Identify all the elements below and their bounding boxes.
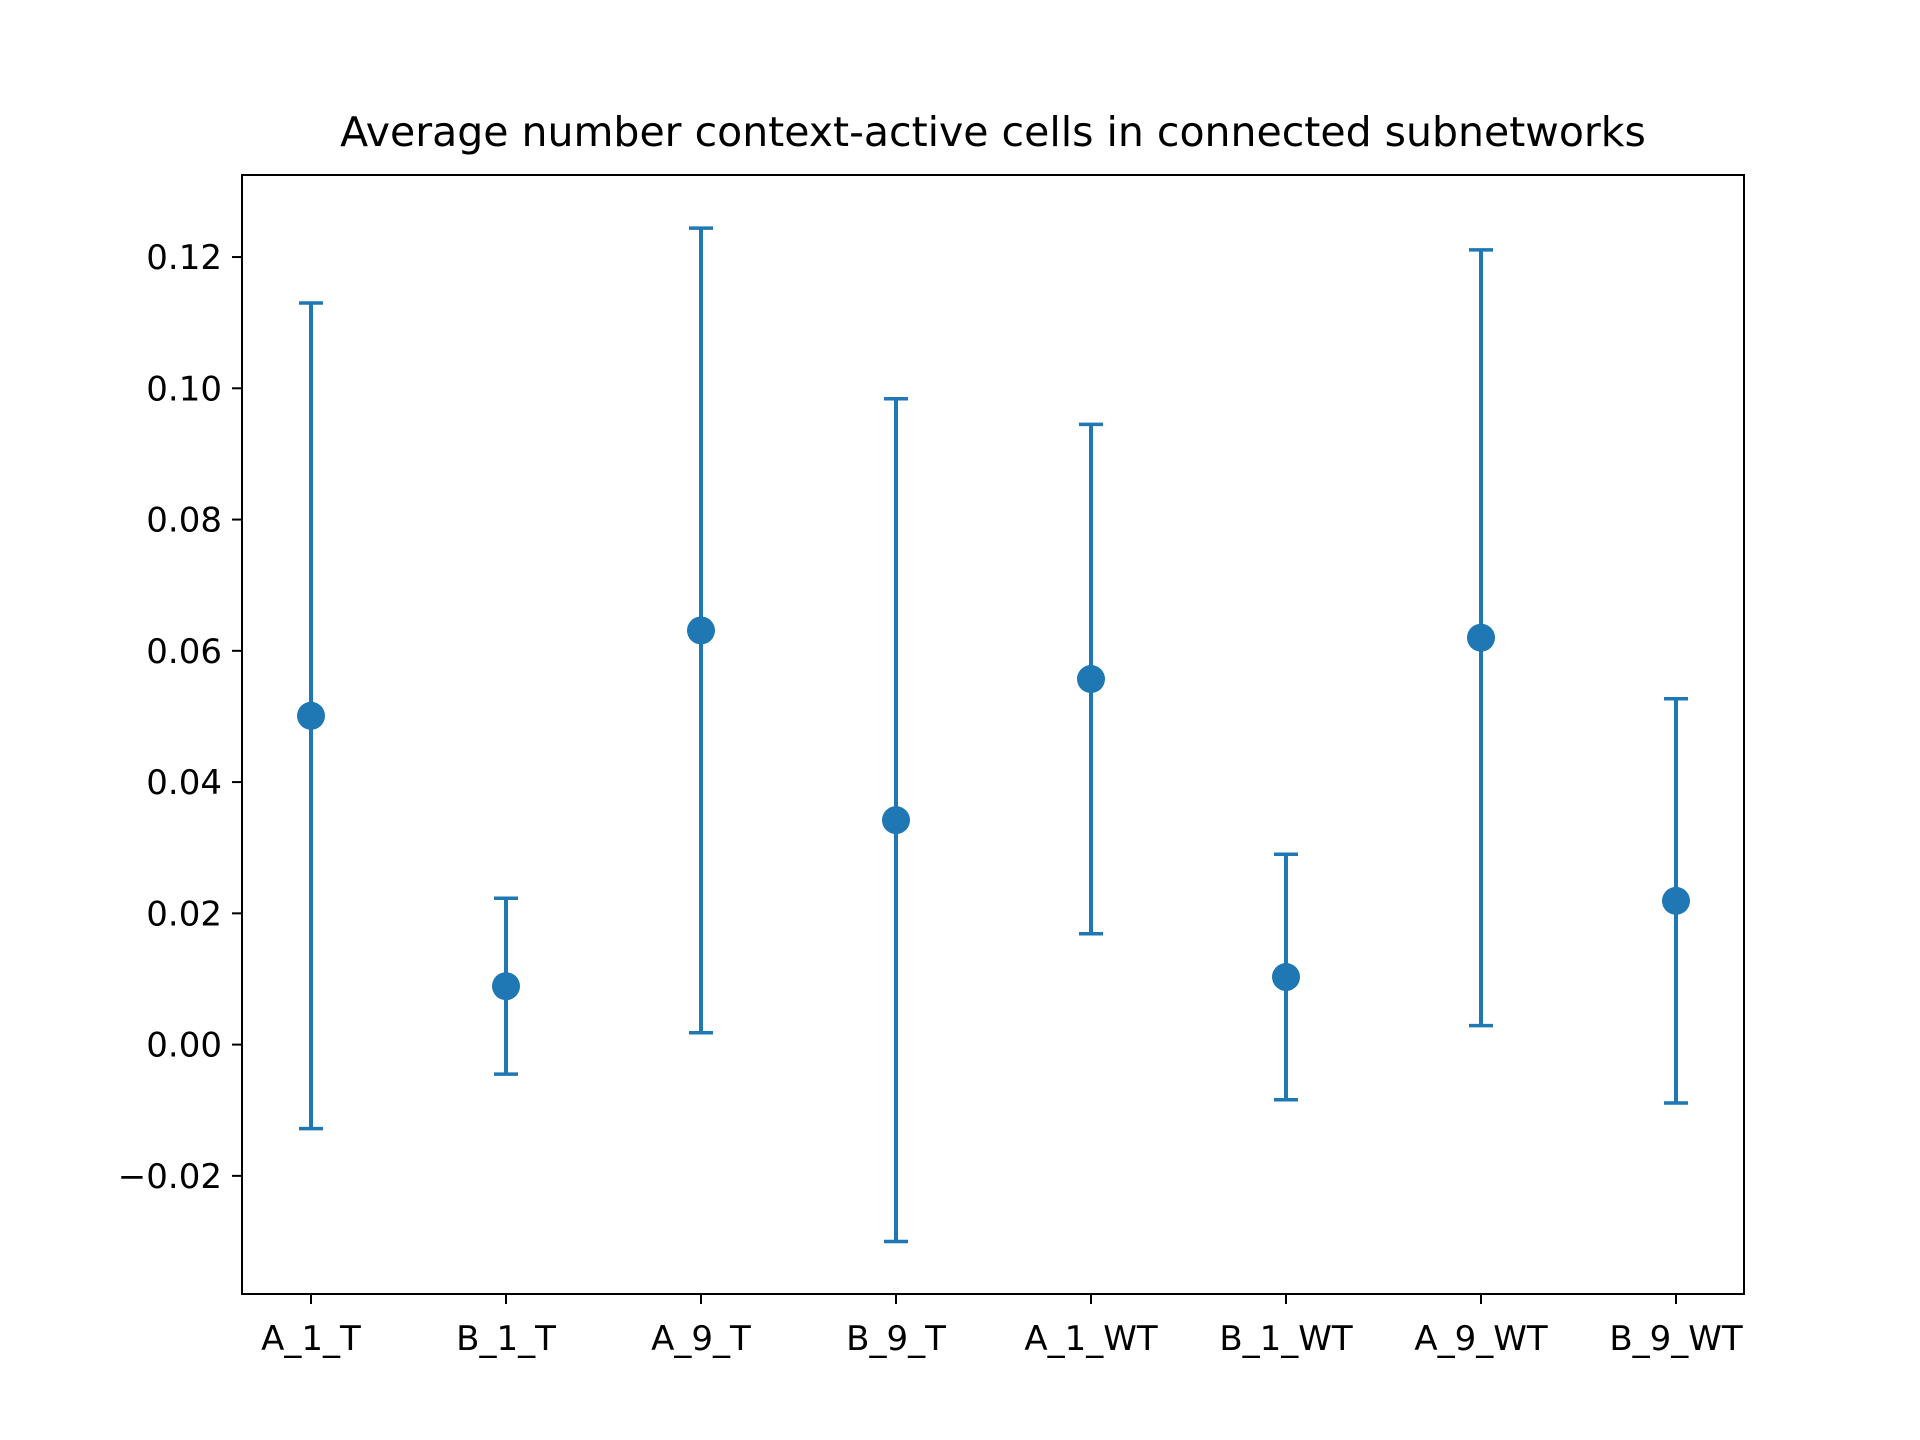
mean-point: [882, 806, 910, 835]
y-tick-label: 0.12: [146, 238, 222, 278]
x-tick-label: B_9_WT: [1609, 1319, 1743, 1359]
mean-point: [1467, 623, 1495, 652]
mean-point: [1662, 886, 1690, 915]
mean-point: [492, 972, 520, 1001]
x-tick-label: B_1_WT: [1219, 1319, 1353, 1359]
y-tick-label: 0.00: [146, 1026, 222, 1066]
mean-point: [1077, 665, 1105, 694]
chart-title: Average number context-active cells in c…: [340, 108, 1646, 156]
x-tick-label: B_1_T: [456, 1319, 556, 1359]
plot-frame: [241, 174, 1745, 1295]
y-tick-label: 0.10: [146, 369, 222, 409]
y-tick-label: 0.02: [146, 894, 222, 934]
mean-point: [687, 616, 715, 645]
mean-point: [1272, 963, 1300, 992]
x-tick-label: A_1_T: [261, 1319, 361, 1359]
y-tick-label: 0.08: [146, 501, 222, 541]
x-tick-label: A_1_WT: [1024, 1319, 1158, 1359]
plot-marks: [297, 226, 1690, 1244]
x-tick-label: B_9_T: [846, 1319, 946, 1359]
x-tick-label: A_9_WT: [1414, 1319, 1548, 1359]
x-tick-label: A_9_T: [651, 1319, 751, 1359]
y-tick-label: 0.06: [146, 632, 222, 672]
mean-point: [297, 701, 325, 730]
y-tick-label: 0.04: [146, 763, 222, 803]
y-axis: −0.02 0.00 0.02 0.04 0.06 0.08 0.10 0.12: [118, 238, 242, 1197]
y-tick-label: −0.02: [118, 1157, 222, 1197]
x-axis: A_1_T B_1_T A_9_T B_9_T A_1_WT B_1_WT A_9_WT B_…: [261, 1294, 1743, 1359]
